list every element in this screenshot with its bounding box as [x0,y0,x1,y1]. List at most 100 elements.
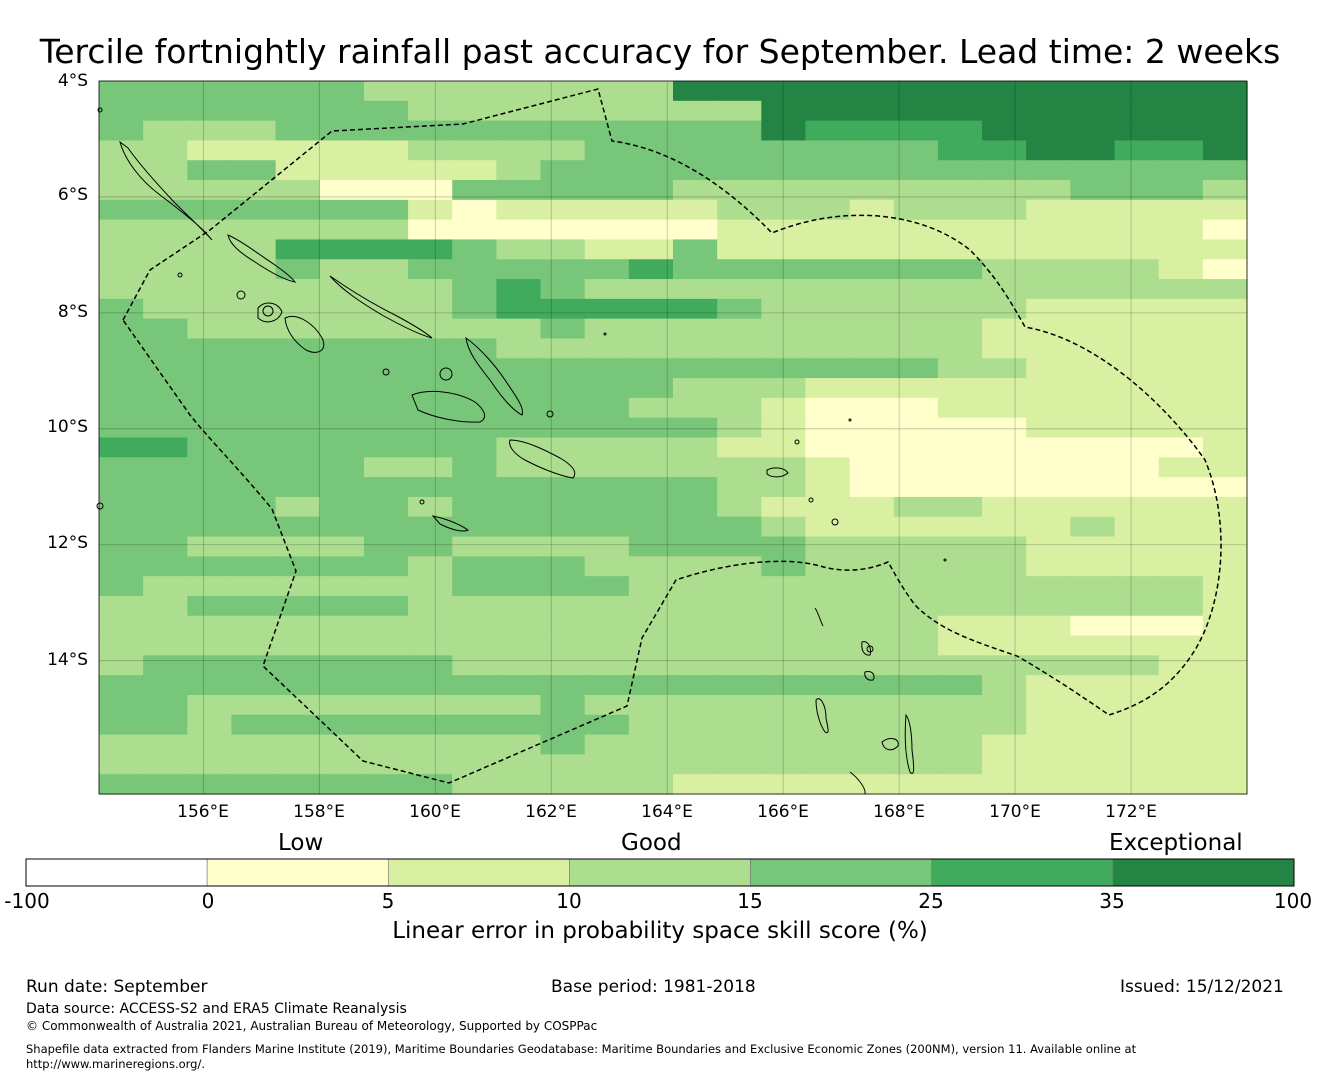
skill-cell [540,378,586,399]
skill-cell [1158,714,1204,736]
skill-cell [275,516,321,538]
skill-cell [805,635,851,656]
skill-cell [452,160,497,181]
skill-cell [584,358,630,379]
skill-cell [1202,615,1248,637]
island-rennell [431,515,469,532]
skill-cell [982,576,1027,597]
legend-category-low: Low [278,830,324,856]
skill-cell [319,318,365,340]
skill-cell [937,714,983,736]
skill-cell [408,358,453,379]
skill-cell [143,338,188,359]
lon-label-158e: 158°E [293,802,345,822]
skill-cell [805,496,851,518]
skill-cell [275,635,321,656]
skill-cell [805,556,851,577]
skill-cell [1202,338,1248,359]
skill-cell [231,219,277,241]
skill-cell [408,298,453,320]
skill-cell [673,774,718,795]
skill-cell [805,397,851,419]
skill-cell [1026,279,1071,300]
skill-cell [99,199,144,221]
skill-cell [1026,140,1071,161]
skill-cell [1158,397,1204,419]
skill-cell [1114,140,1160,161]
skill-cell [893,140,939,161]
skill-cell [761,714,807,736]
skill-cell [628,378,674,399]
skill-cell [584,120,630,142]
skill-cell [584,536,630,557]
skill-cell [1026,239,1071,260]
skill-cell [363,160,409,181]
skill-cell [408,239,453,260]
skill-cell [452,694,497,716]
skill-cell [187,774,233,795]
skill-cell [452,774,497,795]
skill-cell [231,397,277,419]
skill-cell [673,81,718,102]
skill-cell [99,160,144,181]
skill-cell [231,259,277,280]
skill-cell [893,358,939,379]
skill-cell [540,100,586,122]
shapefile-credit: Shapefile data extracted from Flanders M… [26,1042,1137,1056]
skill-cell [408,536,453,557]
skill-cell [231,437,277,458]
skill-cell [893,437,939,458]
skill-cell [363,714,409,736]
skill-cell [231,694,277,716]
skill-cell [496,81,542,102]
skill-cell [982,279,1027,300]
skill-cell [319,180,365,201]
lat-label-12s: 12°S [47,533,88,553]
skill-cell [540,635,586,656]
skill-cell [408,199,453,221]
skill-cell [982,675,1027,696]
skill-cell [673,437,718,458]
skill-cell [452,140,497,161]
skill-cell [452,417,497,439]
skill-cell [496,160,542,181]
skill-cell [275,556,321,577]
skill-cell [452,615,497,637]
skill-cell [1026,635,1071,656]
skill-cell [408,496,453,518]
skill-cell [496,259,542,280]
skill-cell [893,259,939,280]
skill-cell [849,239,895,260]
skill-cell [1202,100,1248,122]
skill-cell [1114,239,1160,260]
skill-cell [805,417,851,439]
skill-cell [363,239,409,260]
skill-cell [496,615,542,637]
skill-cell [805,219,851,241]
skill-cell [1026,675,1071,696]
skill-cell [982,81,1027,102]
skill-cell [805,437,851,458]
skill-cell [584,774,630,795]
skill-cell [893,615,939,637]
skill-cell [1158,120,1204,142]
skill-cell [408,397,453,419]
skill-cell [893,298,939,320]
skill-cell [496,556,542,577]
skill-cell [187,318,233,340]
skill-cell [99,239,144,260]
skill-cell [540,120,586,142]
skill-cell [673,239,718,260]
skill-cell [540,219,586,241]
skill-cell [849,774,895,795]
skill-cell [628,259,674,280]
colorbar-tick: 25 [918,889,944,913]
skill-cell [937,694,983,716]
skill-cell [408,417,453,439]
skill-cell [363,140,409,161]
skill-cell [982,219,1027,241]
skill-cell [231,378,277,399]
skill-cell [496,100,542,122]
skill-cell [584,219,630,241]
skill-cell [1202,437,1248,458]
